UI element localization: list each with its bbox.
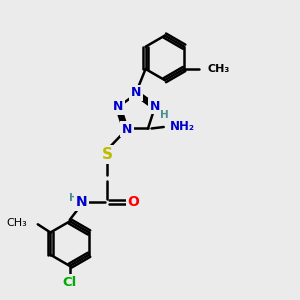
Text: N: N — [113, 100, 123, 113]
Text: NH₂: NH₂ — [170, 121, 195, 134]
Text: H: H — [69, 193, 78, 202]
Text: CH₃: CH₃ — [7, 218, 27, 228]
Text: CH₃: CH₃ — [208, 64, 230, 74]
Text: O: O — [128, 195, 140, 209]
Text: N: N — [76, 195, 88, 209]
Text: N: N — [122, 123, 132, 136]
Text: N: N — [131, 86, 141, 99]
Text: Cl: Cl — [63, 276, 77, 289]
Text: H: H — [160, 110, 169, 120]
Text: N: N — [150, 100, 160, 113]
Text: S: S — [101, 147, 112, 162]
